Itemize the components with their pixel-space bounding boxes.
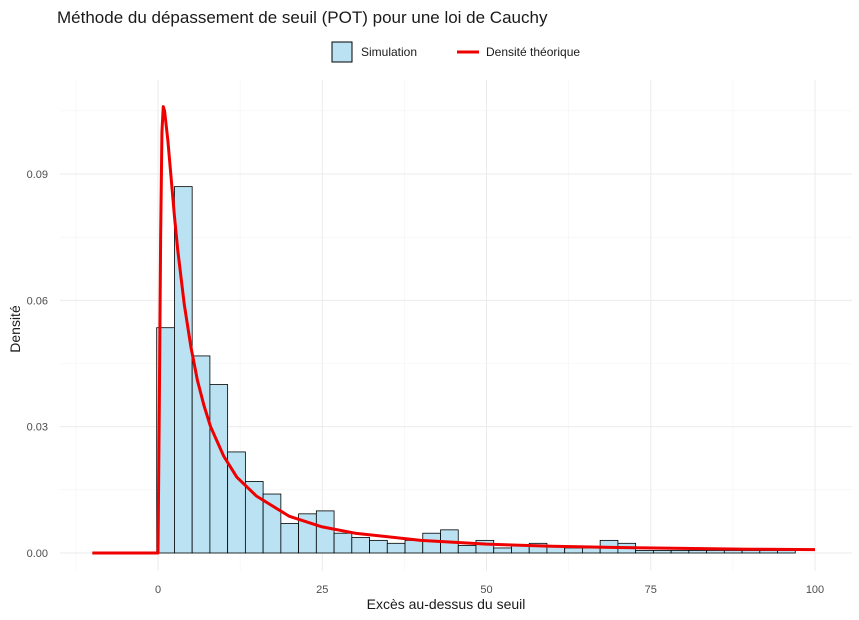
histogram-bar <box>386 542 406 554</box>
legend: Simulation Densité théorique <box>331 41 580 63</box>
x-tick-label: 100 <box>806 584 824 596</box>
x-tick-label: 25 <box>316 584 328 596</box>
x-tick-label: 0 <box>155 584 161 596</box>
x-tick-label: 75 <box>645 584 657 596</box>
y-axis-ticks: 0.00 0.03 0.06 0.09 <box>27 169 48 560</box>
histogram-bar <box>351 537 370 554</box>
histogram-bar <box>564 547 583 554</box>
x-axis-title: Excès au-dessus du seuil <box>367 596 526 612</box>
density-line <box>92 105 816 555</box>
y-axis-title: Densité <box>7 305 23 353</box>
gridlines <box>60 80 852 571</box>
histogram-bar <box>723 550 743 554</box>
histogram-bar <box>191 355 211 554</box>
legend-label-density: Densité théorique <box>486 45 580 59</box>
histogram-bar <box>280 523 299 554</box>
histogram-bar <box>670 550 690 554</box>
histogram-bar <box>333 532 353 554</box>
x-axis-ticks: 0 25 50 75 100 <box>155 584 824 596</box>
histogram-bar <box>315 510 335 554</box>
histogram-bar <box>635 550 654 554</box>
histogram-bar <box>706 550 725 554</box>
y-tick-label: 0.09 <box>27 169 48 181</box>
histogram-bar <box>582 547 601 554</box>
histogram-bar <box>404 539 424 554</box>
x-tick-label: 50 <box>480 584 492 596</box>
histogram-bars <box>156 186 796 554</box>
y-tick-label: 0.06 <box>27 295 48 307</box>
histogram-bar <box>493 547 512 554</box>
chart-title: Méthode du dépassement de seuil (POT) po… <box>57 8 548 27</box>
y-tick-label: 0.00 <box>27 548 48 560</box>
y-tick-label: 0.03 <box>27 422 48 434</box>
histogram-bar <box>652 550 672 554</box>
legend-swatch-simulation <box>331 41 353 63</box>
histogram-bar <box>741 550 761 554</box>
legend-label-simulation: Simulation <box>361 45 417 59</box>
histogram-bar <box>457 545 477 554</box>
histogram-bar <box>422 532 441 554</box>
histogram-bar <box>209 384 229 554</box>
histogram-bar <box>688 550 707 554</box>
histogram-bar <box>369 539 388 554</box>
